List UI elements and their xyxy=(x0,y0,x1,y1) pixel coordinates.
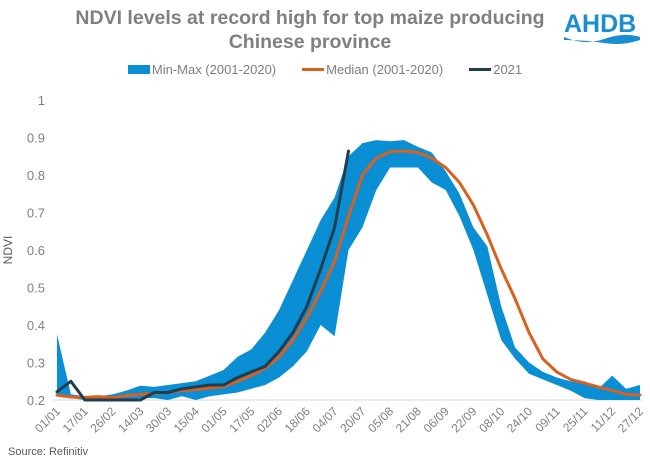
legend-swatch-2021 xyxy=(469,68,492,71)
y-tick-label: 0.5 xyxy=(27,281,45,296)
legend-swatch-median xyxy=(302,68,325,71)
chart-title-line-2: Chinese province xyxy=(228,31,392,53)
y-tick-label: 0.8 xyxy=(27,168,45,183)
ahdb-logo: AHDB xyxy=(564,10,640,44)
y-tick-label: 0.4 xyxy=(27,318,45,333)
y-tick-label: 0.7 xyxy=(27,206,45,221)
logo-text: AHDB xyxy=(564,10,636,38)
y-tick-label: 0.9 xyxy=(27,131,45,146)
x-tick-label: 20/07 xyxy=(337,404,368,435)
plot-area xyxy=(55,140,642,402)
x-tick-label: 17/01 xyxy=(60,404,91,435)
minmax-band xyxy=(57,140,640,400)
legend-label-2021: 2021 xyxy=(493,62,523,77)
x-tick-label: 08/10 xyxy=(476,404,507,435)
y-tick-label: 0.2 xyxy=(27,393,45,408)
x-tick-label: 22/09 xyxy=(448,404,479,435)
x-tick-label: 25/11 xyxy=(560,404,591,435)
y-axis: 0.2 0.3 0.4 0.5 0.6 0.7 0.8 0.9 1 xyxy=(27,93,45,408)
x-tick-label: 06/09 xyxy=(421,404,452,435)
x-tick-label: 01/05 xyxy=(199,404,230,435)
x-axis: 01/0117/0126/0214/0330/0315/0401/0517/05… xyxy=(32,404,646,435)
x-tick-label: 04/07 xyxy=(310,404,341,435)
x-tick-label: 01/01 xyxy=(32,404,63,435)
chart-legend: Min-Max (2001-2020) Median (2001-2020) 2… xyxy=(0,62,650,77)
x-tick-label: 30/03 xyxy=(143,404,174,435)
x-tick-label: 18/06 xyxy=(282,404,313,435)
line-2021 xyxy=(55,149,350,402)
x-tick-label: 17/05 xyxy=(226,404,257,435)
legend-item-minmax: Min-Max (2001-2020) xyxy=(127,62,277,77)
source-note: Source: Refinitiv xyxy=(8,446,89,458)
legend-swatch-minmax xyxy=(127,65,150,74)
x-tick-label: 26/02 xyxy=(88,404,119,435)
y-tick-label: 1 xyxy=(38,93,45,108)
x-tick-label: 24/10 xyxy=(504,404,535,435)
legend-label-median: Median (2001-2020) xyxy=(326,62,444,77)
chart-title-line-1: NDVI levels at record high for top maize… xyxy=(75,7,545,29)
legend-label-minmax: Min-Max (2001-2020) xyxy=(151,62,277,77)
logo-wave-icon xyxy=(564,34,640,44)
x-tick-label: 21/08 xyxy=(393,404,424,435)
x-tick-label: 09/11 xyxy=(532,404,563,435)
x-tick-label: 02/06 xyxy=(254,404,285,435)
chart-title: NDVI levels at record high for top maize… xyxy=(60,6,560,54)
y-tick-label: 0.3 xyxy=(27,356,45,371)
y-tick-label: 0.6 xyxy=(27,243,45,258)
x-tick-label: 05/08 xyxy=(365,404,396,435)
ndvi-chart: 0.20.30.40.50.60.70.80.91 NDVI 01/0117/0… xyxy=(1,93,646,435)
legend-item-median: Median (2001-2020) xyxy=(302,62,443,77)
legend-item-2021: 2021 xyxy=(469,62,522,77)
x-tick-label: 11/12 xyxy=(588,404,619,435)
x-tick-label: 27/12 xyxy=(615,404,646,435)
y-axis-label: NDVI xyxy=(1,236,15,265)
x-tick-label: 14/03 xyxy=(115,404,146,435)
x-tick-label: 15/04 xyxy=(171,404,202,435)
